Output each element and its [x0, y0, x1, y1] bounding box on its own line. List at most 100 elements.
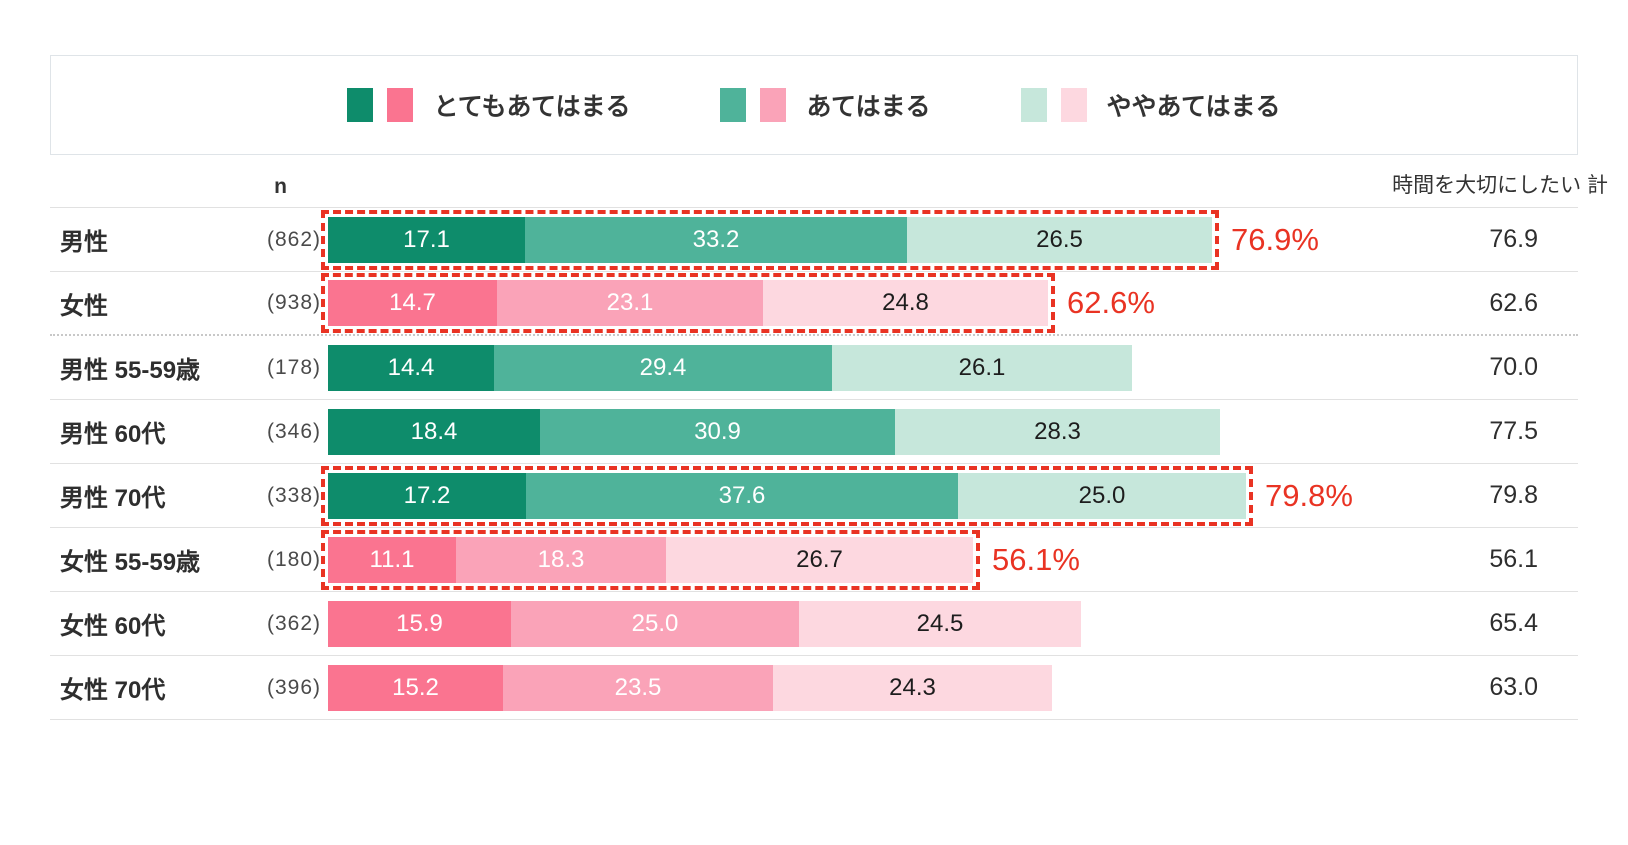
- bar-zone: 15.2 23.5 24.3: [321, 658, 1428, 718]
- bar-zone: 15.9 25.0 24.5: [321, 594, 1428, 654]
- table-row: 男性 70代 (338) 17.2 37.6 25.0 79.8% 79.8: [50, 464, 1578, 528]
- highlight-outline: 15.9 25.0 24.5: [321, 594, 1088, 654]
- table-row: 男性 (862) 17.1 33.2 26.5 76.9% 76.9: [50, 208, 1578, 272]
- row-n: (338): [266, 483, 321, 507]
- row-n: (396): [266, 675, 321, 699]
- rows: 男性 (862) 17.1 33.2 26.5 76.9% 76.9 女性 (938…: [50, 207, 1578, 720]
- highlight-outline: 17.1 33.2 26.5: [321, 209, 1219, 270]
- table-row: 女性 55-59歳 (180) 11.1 18.3 26.7 56.1% 56.1: [50, 528, 1578, 592]
- row-total: 79.8: [1489, 481, 1538, 509]
- bar-segment: 26.1: [832, 344, 1132, 391]
- row-total: 77.5: [1489, 417, 1538, 445]
- bar-segment: 37.6: [526, 472, 958, 519]
- legend-label: あてはまる: [806, 93, 931, 121]
- highlight-callout: 76.9%: [1231, 221, 1319, 257]
- legend-swatch-green: [720, 88, 747, 122]
- legend-swatch-pink: [760, 88, 787, 122]
- row-total: 65.4: [1489, 609, 1538, 637]
- legend-item: あてはまる: [720, 87, 931, 123]
- stacked-bar: 17.1 33.2 26.5: [328, 216, 1212, 263]
- legend-swatch-pink: [387, 88, 414, 122]
- bar-segment: 28.3: [895, 408, 1220, 455]
- bar-segment: 15.9: [328, 600, 511, 647]
- highlight-outline: 11.1 18.3 26.7: [321, 529, 980, 590]
- stacked-bar: 18.4 30.9 28.3: [328, 408, 1220, 455]
- row-total: 62.6: [1489, 288, 1538, 317]
- row-label: 男性 70代: [60, 485, 166, 512]
- row-n: (862): [266, 227, 321, 251]
- column-headers: n 時間を大切にしたい 計: [50, 155, 1608, 207]
- stacked-bar: 15.9 25.0 24.5: [328, 600, 1081, 647]
- stacked-bar: 15.2 23.5 24.3: [328, 664, 1052, 711]
- highlight-callout: 79.8%: [1265, 477, 1353, 513]
- bar-segment: 25.0: [511, 600, 799, 647]
- bar-segment: 11.1: [328, 536, 456, 583]
- legend-swatch-pink: [1060, 88, 1087, 122]
- row-total: 76.9: [1489, 225, 1538, 253]
- legend-item: とてもあてはまる: [347, 87, 630, 123]
- legend-label: ややあてはまる: [1106, 93, 1281, 121]
- bar-zone: 11.1 18.3 26.7 56.1%: [321, 529, 1428, 590]
- total-column-header: 時間を大切にしたい 計: [1392, 174, 1608, 197]
- bar-segment: 25.0: [958, 472, 1246, 519]
- legend-item: ややあてはまる: [1020, 87, 1281, 123]
- bar-zone: 17.2 37.6 25.0 79.8%: [321, 465, 1428, 526]
- bar-segment: 23.1: [497, 280, 763, 326]
- row-n: (346): [266, 419, 321, 443]
- row-total: 63.0: [1489, 673, 1538, 701]
- stacked-bar: 14.4 29.4 26.1: [328, 344, 1132, 391]
- bar-zone: 17.1 33.2 26.5 76.9%: [321, 209, 1428, 270]
- row-n: (178): [266, 355, 321, 379]
- legend-swatch-green: [347, 88, 374, 122]
- row-n: (938): [266, 291, 321, 314]
- bar-zone: 18.4 30.9 28.3: [321, 402, 1428, 462]
- row-label: 男性 55-59歳: [60, 357, 201, 384]
- row-label: 女性 70代: [60, 677, 166, 704]
- bar-segment: 24.8: [763, 280, 1048, 326]
- bar-zone: 14.7 23.1 24.8 62.6%: [321, 273, 1428, 333]
- row-total: 70.0: [1489, 353, 1538, 381]
- bar-segment: 26.5: [907, 216, 1212, 263]
- bar-segment: 26.7: [666, 536, 973, 583]
- table-row: 女性 60代 (362) 15.9 25.0 24.5 65.4: [50, 592, 1578, 656]
- highlight-outline: 14.4 29.4 26.1: [321, 338, 1139, 398]
- row-n: (362): [266, 611, 321, 635]
- legend-swatch-green: [1020, 88, 1047, 122]
- row-label: 男性: [60, 229, 108, 256]
- highlight-outline: 14.7 23.1 24.8: [321, 273, 1055, 333]
- bar-segment: 18.4: [328, 408, 540, 455]
- bar-segment: 18.3: [456, 536, 666, 583]
- bar-segment: 29.4: [494, 344, 832, 391]
- n-column-header: n: [274, 175, 287, 198]
- bar-segment: 14.4: [328, 344, 494, 391]
- stacked-bar: 14.7 23.1 24.8: [328, 280, 1048, 326]
- highlight-callout: 62.6%: [1067, 285, 1155, 320]
- row-label: 女性 60代: [60, 613, 166, 640]
- row-label: 女性 55-59歳: [60, 549, 201, 576]
- table-row: 女性 (938) 14.7 23.1 24.8 62.6% 62.6: [50, 272, 1578, 336]
- row-total: 56.1: [1489, 545, 1538, 573]
- highlight-outline: 17.2 37.6 25.0: [321, 465, 1253, 526]
- legend: とてもあてはまる あてはまる ややあてはまる: [50, 55, 1578, 155]
- highlight-callout: 56.1%: [992, 541, 1080, 577]
- table-row: 女性 70代 (396) 15.2 23.5 24.3 63.0: [50, 656, 1578, 720]
- legend-label: とてもあてはまる: [433, 93, 631, 121]
- bar-segment: 23.5: [503, 664, 773, 711]
- stacked-bar: 11.1 18.3 26.7: [328, 536, 973, 583]
- stacked-bar: 17.2 37.6 25.0: [328, 472, 1246, 519]
- bar-segment: 33.2: [525, 216, 907, 263]
- bar-segment: 15.2: [328, 664, 503, 711]
- table-row: 男性 55-59歳 (178) 14.4 29.4 26.1 70.0: [50, 336, 1578, 400]
- highlight-outline: 18.4 30.9 28.3: [321, 402, 1227, 462]
- highlight-outline: 15.2 23.5 24.3: [321, 658, 1059, 718]
- bar-segment: 17.1: [328, 216, 525, 263]
- bar-segment: 24.3: [773, 664, 1052, 711]
- bar-segment: 14.7: [328, 280, 497, 326]
- bar-segment: 24.5: [799, 600, 1081, 647]
- bar-segment: 30.9: [540, 408, 895, 455]
- row-label: 男性 60代: [60, 421, 166, 448]
- bar-segment: 17.2: [328, 472, 526, 519]
- table-row: 男性 60代 (346) 18.4 30.9 28.3 77.5: [50, 400, 1578, 464]
- bar-zone: 14.4 29.4 26.1: [321, 338, 1428, 398]
- row-label: 女性: [60, 292, 108, 320]
